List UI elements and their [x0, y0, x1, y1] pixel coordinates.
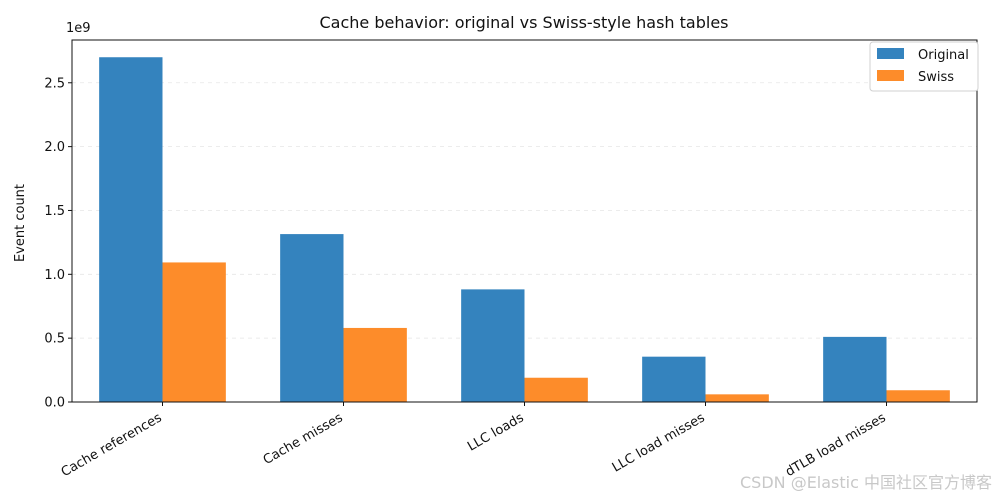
- x-axis-ticks: Cache references Cache misses LLC loads LLC…: [59, 402, 889, 480]
- legend-swatch-original: [877, 48, 904, 59]
- legend-swatch-swiss: [877, 70, 904, 81]
- x-tick-label: Cache references: [59, 410, 165, 480]
- bar-original-cache-references: [99, 57, 163, 402]
- x-tick-label: LLC loads: [465, 410, 527, 454]
- y-axis-ticks: 0.0 0.5 1.0 1.5 2.0 2.5: [44, 76, 72, 411]
- chart-title: Cache behavior: original vs Swiss-style …: [320, 13, 729, 32]
- legend-label-swiss: Swiss: [918, 70, 954, 85]
- bar-swiss-cache-misses: [343, 327, 407, 402]
- y-axis-scale-label: 1e9: [66, 21, 91, 36]
- bar-swiss-llc-loads: [524, 377, 588, 402]
- x-tick-label: dTLB load misses: [783, 410, 889, 480]
- bar-original-dtlb-load-misses: [823, 336, 887, 402]
- bar-swiss-cache-references: [162, 262, 226, 402]
- bar-swiss-dtlb-load-misses: [886, 390, 950, 402]
- y-tick-label: 0.5: [44, 332, 65, 347]
- y-tick-label: 1.0: [44, 268, 65, 283]
- bar-original-llc-load-misses: [642, 356, 706, 402]
- watermark-text: CSDN @Elastic 中国社区官方博客: [740, 473, 992, 492]
- legend-label-original: Original: [918, 48, 969, 63]
- y-tick-label: 2.0: [44, 140, 65, 155]
- y-tick-label: 1.5: [44, 204, 65, 219]
- x-tick-label: LLC load misses: [610, 410, 708, 475]
- bar-original-llc-loads: [461, 289, 525, 402]
- y-axis-label: Event count: [13, 184, 28, 262]
- bars: [99, 57, 950, 402]
- y-tick-label: 2.5: [44, 76, 65, 91]
- bar-original-cache-misses: [280, 234, 344, 402]
- bar-swiss-llc-load-misses: [705, 394, 769, 402]
- y-tick-label: 0.0: [44, 396, 65, 411]
- x-tick-label: Cache misses: [261, 410, 346, 468]
- legend: Original Swiss: [869, 41, 979, 92]
